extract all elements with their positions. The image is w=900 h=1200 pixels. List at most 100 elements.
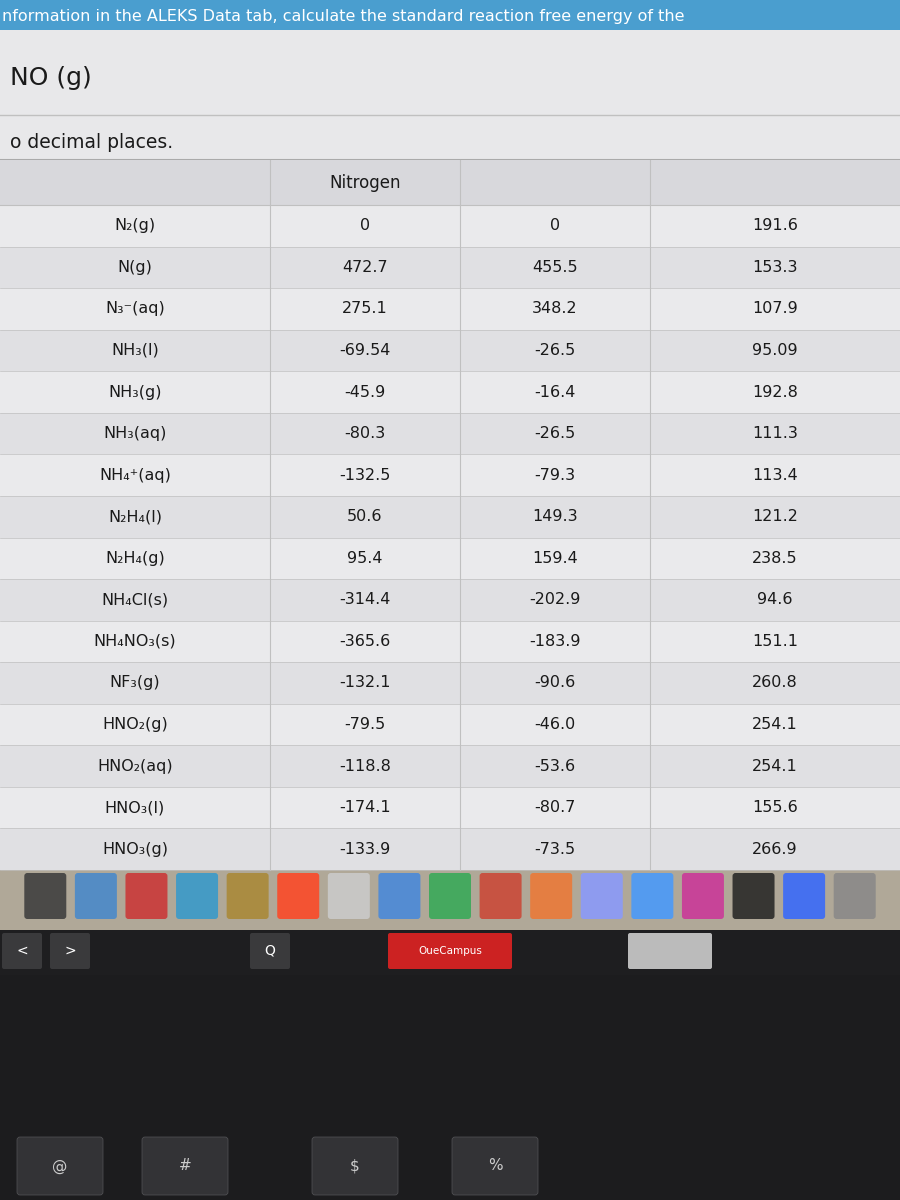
Bar: [0, 160, 900, 205]
Text: NH₃(l): NH₃(l): [111, 343, 159, 358]
Text: 113.4: 113.4: [752, 468, 798, 482]
Bar: [0, 787, 900, 828]
Bar: [0, 0, 900, 30]
FancyBboxPatch shape: [176, 874, 218, 919]
Text: 266.9: 266.9: [752, 841, 797, 857]
Bar: [0, 455, 900, 496]
Text: -46.0: -46.0: [535, 718, 576, 732]
FancyBboxPatch shape: [388, 934, 512, 970]
Text: -73.5: -73.5: [535, 841, 576, 857]
Text: 50.6: 50.6: [347, 509, 382, 524]
Text: -80.3: -80.3: [345, 426, 385, 442]
Text: 191.6: 191.6: [752, 218, 798, 233]
Text: 121.2: 121.2: [752, 509, 798, 524]
Text: 94.6: 94.6: [757, 593, 793, 607]
Text: 455.5: 455.5: [532, 260, 578, 275]
Text: -90.6: -90.6: [535, 676, 576, 690]
Text: N₂H₄(g): N₂H₄(g): [105, 551, 165, 565]
Bar: [0, 30, 900, 160]
Text: Q: Q: [265, 944, 275, 958]
Text: -174.1: -174.1: [339, 800, 391, 815]
Text: 95.09: 95.09: [752, 343, 797, 358]
Bar: [0, 930, 900, 974]
Text: HNO₃(g): HNO₃(g): [102, 841, 168, 857]
Bar: [0, 662, 900, 703]
FancyBboxPatch shape: [628, 934, 712, 970]
Bar: [0, 496, 900, 538]
Text: -132.1: -132.1: [339, 676, 391, 690]
FancyBboxPatch shape: [250, 934, 290, 970]
Text: HNO₂(aq): HNO₂(aq): [97, 758, 173, 774]
Bar: [0, 205, 900, 246]
Bar: [0, 580, 900, 620]
FancyBboxPatch shape: [17, 1138, 103, 1195]
FancyBboxPatch shape: [429, 874, 471, 919]
Text: -79.3: -79.3: [535, 468, 576, 482]
Text: -45.9: -45.9: [345, 384, 385, 400]
Bar: [0, 246, 900, 288]
FancyBboxPatch shape: [2, 934, 42, 970]
Text: NO (g): NO (g): [10, 66, 92, 90]
Bar: [0, 160, 900, 870]
FancyBboxPatch shape: [277, 874, 320, 919]
Text: -16.4: -16.4: [535, 384, 576, 400]
Text: #: #: [178, 1158, 192, 1174]
Text: N₂H₄(l): N₂H₄(l): [108, 509, 162, 524]
Text: 149.3: 149.3: [532, 509, 578, 524]
Text: -118.8: -118.8: [339, 758, 391, 774]
Text: @: @: [52, 1158, 68, 1174]
FancyBboxPatch shape: [733, 874, 775, 919]
FancyBboxPatch shape: [75, 874, 117, 919]
Text: -365.6: -365.6: [339, 634, 391, 649]
Text: 155.6: 155.6: [752, 800, 798, 815]
Text: 260.8: 260.8: [752, 676, 798, 690]
Text: NH₄Cl(s): NH₄Cl(s): [102, 593, 168, 607]
Text: 192.8: 192.8: [752, 384, 798, 400]
Text: -53.6: -53.6: [535, 758, 576, 774]
Bar: [0, 413, 900, 455]
Text: 275.1: 275.1: [342, 301, 388, 317]
Text: 107.9: 107.9: [752, 301, 798, 317]
Text: 348.2: 348.2: [532, 301, 578, 317]
FancyBboxPatch shape: [632, 874, 673, 919]
Text: <: <: [16, 944, 28, 958]
Text: N(g): N(g): [118, 260, 152, 275]
Text: 254.1: 254.1: [752, 758, 798, 774]
Text: NH₄NO₃(s): NH₄NO₃(s): [94, 634, 176, 649]
Text: >: >: [64, 944, 76, 958]
Text: HNO₃(l): HNO₃(l): [105, 800, 165, 815]
Bar: [0, 745, 900, 787]
Bar: [0, 288, 900, 330]
FancyBboxPatch shape: [312, 1138, 398, 1195]
Text: NH₃(g): NH₃(g): [108, 384, 162, 400]
Bar: [0, 538, 900, 580]
Text: N₂(g): N₂(g): [114, 218, 156, 233]
Text: 0: 0: [550, 218, 560, 233]
FancyBboxPatch shape: [227, 874, 268, 919]
Text: 153.3: 153.3: [752, 260, 797, 275]
Bar: [0, 703, 900, 745]
FancyBboxPatch shape: [24, 874, 67, 919]
Text: %: %: [488, 1158, 502, 1174]
Bar: [0, 620, 900, 662]
Text: 151.1: 151.1: [752, 634, 798, 649]
Text: -133.9: -133.9: [339, 841, 391, 857]
Text: -314.4: -314.4: [339, 593, 391, 607]
Text: HNO₂(g): HNO₂(g): [102, 718, 168, 732]
FancyBboxPatch shape: [530, 874, 572, 919]
Text: NH₃(aq): NH₃(aq): [104, 426, 166, 442]
Text: -132.5: -132.5: [339, 468, 391, 482]
Text: 472.7: 472.7: [342, 260, 388, 275]
Text: N₃⁻(aq): N₃⁻(aq): [105, 301, 165, 317]
Text: -183.9: -183.9: [529, 634, 580, 649]
Bar: [0, 828, 900, 870]
Text: NH₄⁺(aq): NH₄⁺(aq): [99, 468, 171, 482]
Text: $: $: [350, 1158, 360, 1174]
Text: NF₃(g): NF₃(g): [110, 676, 160, 690]
Bar: [0, 974, 900, 1200]
FancyBboxPatch shape: [682, 874, 724, 919]
Text: o decimal places.: o decimal places.: [10, 132, 173, 151]
Text: -202.9: -202.9: [529, 593, 580, 607]
FancyBboxPatch shape: [378, 874, 420, 919]
Text: 238.5: 238.5: [752, 551, 797, 565]
